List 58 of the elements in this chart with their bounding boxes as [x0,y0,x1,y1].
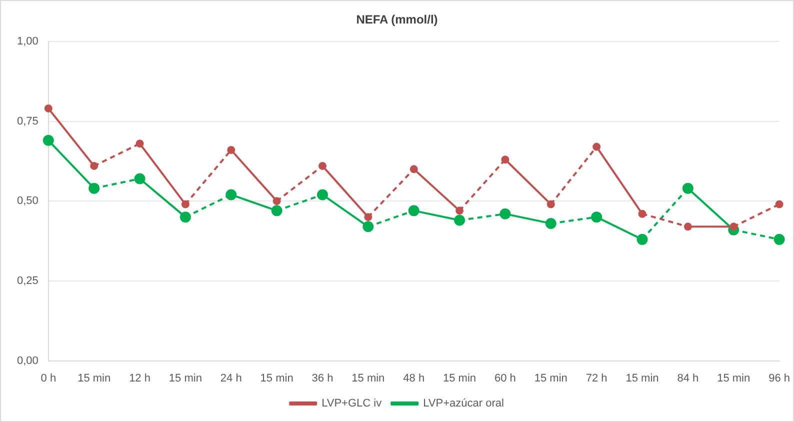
x-tick-label: 15 min [534,372,568,384]
x-tick-label: 15 min [352,372,385,384]
y-tick-label: 0,50 [16,195,38,208]
point [545,218,556,229]
point [364,213,372,222]
point [500,208,511,220]
point [774,234,785,245]
legend-label: LVP+GLC iv [322,398,382,410]
point [181,200,190,208]
x-tick-label: 15 min [626,372,659,384]
point [682,182,694,194]
chart-title: NEFA (mmol/l) [356,12,438,27]
point [136,140,144,148]
point [362,221,374,232]
point [272,197,281,206]
point [227,146,236,154]
x-tick-label: 84 h [677,372,699,384]
point [546,200,555,208]
x-tick-label: 15 min [260,372,294,384]
x-tick-label: 0 h [40,372,56,384]
x-tick-label: 12 h [129,372,150,384]
point [775,200,784,208]
point [180,212,191,223]
x-tick-label: 15 min [443,372,476,384]
point [316,189,328,200]
point [410,165,418,174]
point [730,222,738,231]
y-tick-label: 0,25 [16,274,38,287]
point [501,156,510,164]
point [42,134,54,146]
x-tick-label: 24 h [220,372,242,384]
y-tick-label: 0,00 [16,354,38,367]
point [638,210,646,218]
point [226,189,237,200]
point [88,182,100,194]
point [592,142,601,151]
point [134,173,146,184]
legend-label: LVP+azúcar oral [423,398,504,410]
point [408,205,420,216]
point [271,205,282,216]
point [318,162,326,170]
x-tick-label: 72 h [586,372,608,384]
x-tick-label: 48 h [403,372,425,384]
x-tick-label: 36 h [312,372,334,384]
point [636,234,648,245]
y-tick-label: 0,75 [16,115,38,128]
point [684,222,692,231]
x-tick-label: 15 min [78,372,111,384]
point [90,162,98,170]
x-tick-label: 60 h [494,372,516,384]
x-tick-label: 96 h [768,372,790,384]
point [591,212,602,223]
x-tick-label: 15 min [717,372,750,384]
point [44,104,52,112]
point [456,206,464,215]
y-tick-label: 1,00 [16,35,38,48]
point [454,214,466,226]
x-tick-label: 15 min [168,372,202,384]
